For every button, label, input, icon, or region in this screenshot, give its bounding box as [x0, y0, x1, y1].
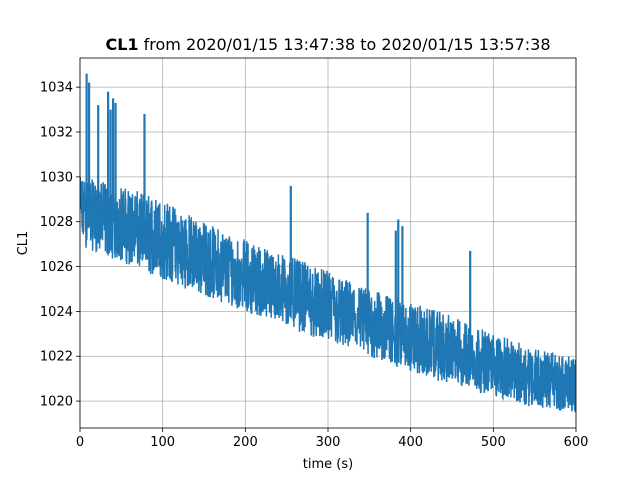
chart-title-rest: from 2020/01/15 13:47:38 to 2020/01/15 1… — [139, 35, 551, 54]
y-tick-label: 1032 — [40, 126, 73, 141]
y-tick-label: 1026 — [40, 260, 73, 275]
chart-title: CL1 from 2020/01/15 13:47:38 to 2020/01/… — [105, 35, 550, 54]
x-tick-label: 500 — [481, 435, 506, 450]
plot-area — [80, 73, 576, 413]
y-axis-label: CL1 — [16, 231, 31, 256]
x-tick-label: 0 — [76, 435, 84, 450]
series-line — [80, 176, 576, 413]
y-tick-label: 1020 — [40, 395, 73, 410]
x-tick-label: 400 — [398, 435, 423, 450]
y-tick-label: 1030 — [40, 170, 73, 185]
x-tick-label: 300 — [316, 435, 341, 450]
x-tick-label: 600 — [564, 435, 589, 450]
y-tick-label: 1028 — [40, 215, 73, 230]
x-tick-label: 100 — [150, 435, 175, 450]
x-axis-ticks: 0 100 200 300 400 500 600 — [76, 428, 589, 450]
y-tick-label: 1024 — [40, 305, 73, 320]
y-axis-ticks: 1020 1022 1024 1026 1028 1030 1032 1034 — [40, 81, 80, 410]
y-tick-label: 1034 — [40, 81, 73, 96]
x-axis-label: time (s) — [303, 457, 353, 472]
x-tick-label: 200 — [233, 435, 258, 450]
y-tick-label: 1022 — [40, 350, 73, 365]
series-layer — [80, 73, 576, 413]
chart-title-bold: CL1 — [105, 35, 138, 54]
